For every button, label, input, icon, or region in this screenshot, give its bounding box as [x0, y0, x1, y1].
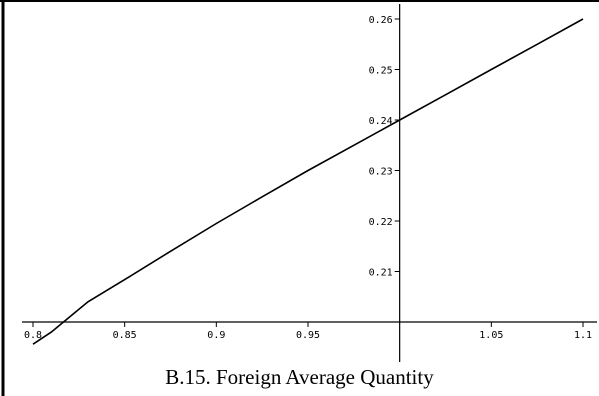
figure-caption: B.15. Foreign Average Quantity	[165, 365, 434, 389]
y-tick-label: 0.21	[369, 268, 393, 279]
y-ticks: 0.21 0.22 0.23 0.24 0.25 0.26	[369, 15, 400, 279]
series-line	[32, 18, 584, 345]
y-tick-label: 0.26	[369, 15, 393, 26]
x-tick-label: 1.05	[479, 330, 503, 341]
x-tick-label: 0.85	[113, 330, 137, 341]
y-tick-label: 0.25	[369, 66, 393, 77]
x-ticks: 0.8 0.85 0.9 0.95 1.05 1.1	[24, 322, 592, 341]
x-tick-label: 0.8	[24, 330, 42, 341]
y-tick-label: 0.23	[369, 167, 393, 178]
x-tick-label: 1.1	[574, 330, 592, 341]
x-tick-label: 0.95	[296, 330, 320, 341]
x-tick-label: 0.9	[207, 330, 225, 341]
y-tick-label: 0.22	[369, 217, 393, 228]
y-tick-label: 0.24	[369, 116, 393, 127]
